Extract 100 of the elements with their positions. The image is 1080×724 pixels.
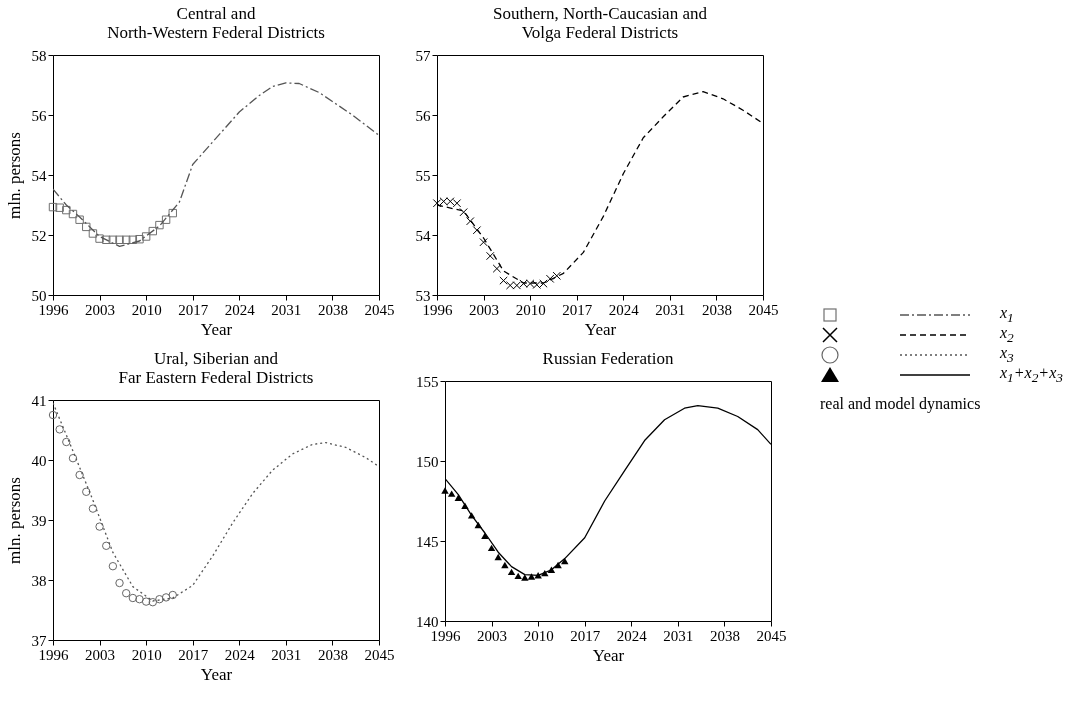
point bbox=[102, 541, 111, 550]
point bbox=[95, 234, 104, 243]
x-tick-label: 2031 bbox=[271, 646, 302, 663]
x-tick-label: 1996 bbox=[430, 627, 461, 644]
point bbox=[148, 598, 157, 607]
point bbox=[545, 274, 555, 284]
y-tick-label: 56 bbox=[31, 107, 47, 124]
chart-title: Ural, Siberian and Far Eastern Federal Districts bbox=[118, 349, 314, 387]
x-tick-label: 2024 bbox=[616, 627, 648, 644]
point bbox=[441, 487, 449, 494]
text: x$_{1}$+x$_{2}$+x$_{3}$ bbox=[1000, 363, 1063, 387]
x-tick-label: 2045 bbox=[756, 627, 787, 644]
point bbox=[499, 276, 508, 285]
x-tick-label: 2017 bbox=[570, 627, 601, 644]
chart-title: Central and North-Western Federal Districts bbox=[107, 4, 325, 42]
point bbox=[486, 251, 495, 261]
line-series bbox=[53, 82, 379, 248]
x-tick-label: 2010 bbox=[515, 301, 546, 318]
x-axis-title: Year bbox=[200, 664, 233, 684]
y-tick-label: 155 bbox=[416, 373, 439, 390]
point bbox=[155, 220, 164, 230]
y-tick-label: 150 bbox=[416, 453, 439, 470]
point bbox=[135, 595, 144, 604]
point bbox=[501, 561, 509, 569]
y-tick-label: 39 bbox=[31, 512, 47, 529]
x-tick-label: 2024 bbox=[608, 301, 640, 318]
point bbox=[479, 237, 488, 247]
x-tick-label: 2031 bbox=[663, 627, 694, 644]
x-tick-label: 2017 bbox=[178, 301, 209, 318]
x-tick-label: 2010 bbox=[131, 301, 162, 318]
y-tick-label: 53 bbox=[415, 287, 431, 304]
y-tick-label: 55 bbox=[415, 167, 431, 184]
x-tick-label: 2045 bbox=[748, 301, 779, 318]
point bbox=[452, 198, 462, 208]
point bbox=[108, 562, 118, 571]
y-tick-label: 52 bbox=[31, 227, 47, 244]
point bbox=[512, 281, 522, 290]
point bbox=[55, 425, 64, 434]
y-tick-label: 58 bbox=[31, 47, 47, 64]
point bbox=[168, 208, 177, 218]
point bbox=[446, 197, 455, 206]
y-axis-title: mln. persons bbox=[4, 477, 24, 564]
x-tick-label: 2017 bbox=[562, 301, 593, 318]
point bbox=[552, 271, 561, 281]
point bbox=[439, 197, 448, 206]
x-tick-label: 1996 bbox=[422, 301, 453, 318]
x-tick-label: 1996 bbox=[38, 646, 69, 663]
text: x$_{3}$ bbox=[1000, 343, 1014, 366]
point bbox=[161, 593, 171, 602]
point bbox=[447, 490, 456, 497]
point bbox=[507, 568, 516, 576]
point bbox=[141, 597, 151, 606]
point bbox=[75, 215, 84, 224]
x-tick-label: 2003 bbox=[477, 627, 508, 644]
point bbox=[161, 215, 171, 224]
point bbox=[62, 205, 71, 215]
line-series bbox=[53, 402, 379, 602]
point bbox=[68, 454, 78, 463]
point bbox=[466, 216, 475, 226]
x-tick-label: 2024 bbox=[224, 301, 256, 318]
point bbox=[135, 234, 144, 244]
point bbox=[532, 280, 541, 290]
legend-label: x$_{1}$ bbox=[1000, 303, 1014, 326]
legend-label: x$_{2}$ bbox=[1000, 323, 1014, 346]
chart-title: Russian Federation bbox=[542, 349, 674, 368]
point bbox=[115, 235, 124, 245]
x-tick-label: 2017 bbox=[178, 646, 209, 663]
y-tick-label: 41 bbox=[31, 392, 47, 409]
y-tick-label: 40 bbox=[31, 452, 47, 469]
point bbox=[55, 203, 64, 212]
y-tick-label: 54 bbox=[415, 227, 431, 244]
point bbox=[48, 410, 58, 420]
point bbox=[82, 487, 91, 496]
point bbox=[459, 207, 468, 217]
x-tick-label: 2003 bbox=[469, 301, 500, 318]
chart-title: Southern, North-Caucasian and Volga Federal Districts bbox=[493, 4, 708, 42]
y-axis-title: mln. persons bbox=[4, 132, 24, 219]
y-tick-label: 56 bbox=[415, 107, 431, 124]
x-tick-label: 2010 bbox=[131, 646, 162, 663]
x-tick-label: 2045 bbox=[364, 646, 395, 663]
point bbox=[519, 279, 528, 288]
x-tick-label: 2038 bbox=[701, 301, 732, 318]
x-tick-label: 2045 bbox=[364, 301, 395, 318]
point bbox=[525, 279, 535, 288]
point bbox=[121, 235, 131, 245]
x-tick-label: 1996 bbox=[38, 301, 69, 318]
y-tick-label: 54 bbox=[31, 167, 47, 184]
point bbox=[95, 522, 104, 531]
point bbox=[492, 264, 502, 273]
x-tick-label: 2003 bbox=[85, 646, 116, 663]
point bbox=[62, 437, 71, 447]
y-tick-label: 57 bbox=[415, 47, 431, 64]
point bbox=[521, 574, 529, 581]
point bbox=[102, 235, 111, 245]
x-tick-label: 2010 bbox=[523, 627, 554, 644]
legend-title: real and model dynamics bbox=[820, 395, 982, 413]
x-axis-title: Year bbox=[584, 319, 617, 339]
x-tick-label: 2024 bbox=[224, 646, 256, 663]
x-axis-title: Year bbox=[592, 645, 625, 665]
point bbox=[128, 593, 138, 603]
